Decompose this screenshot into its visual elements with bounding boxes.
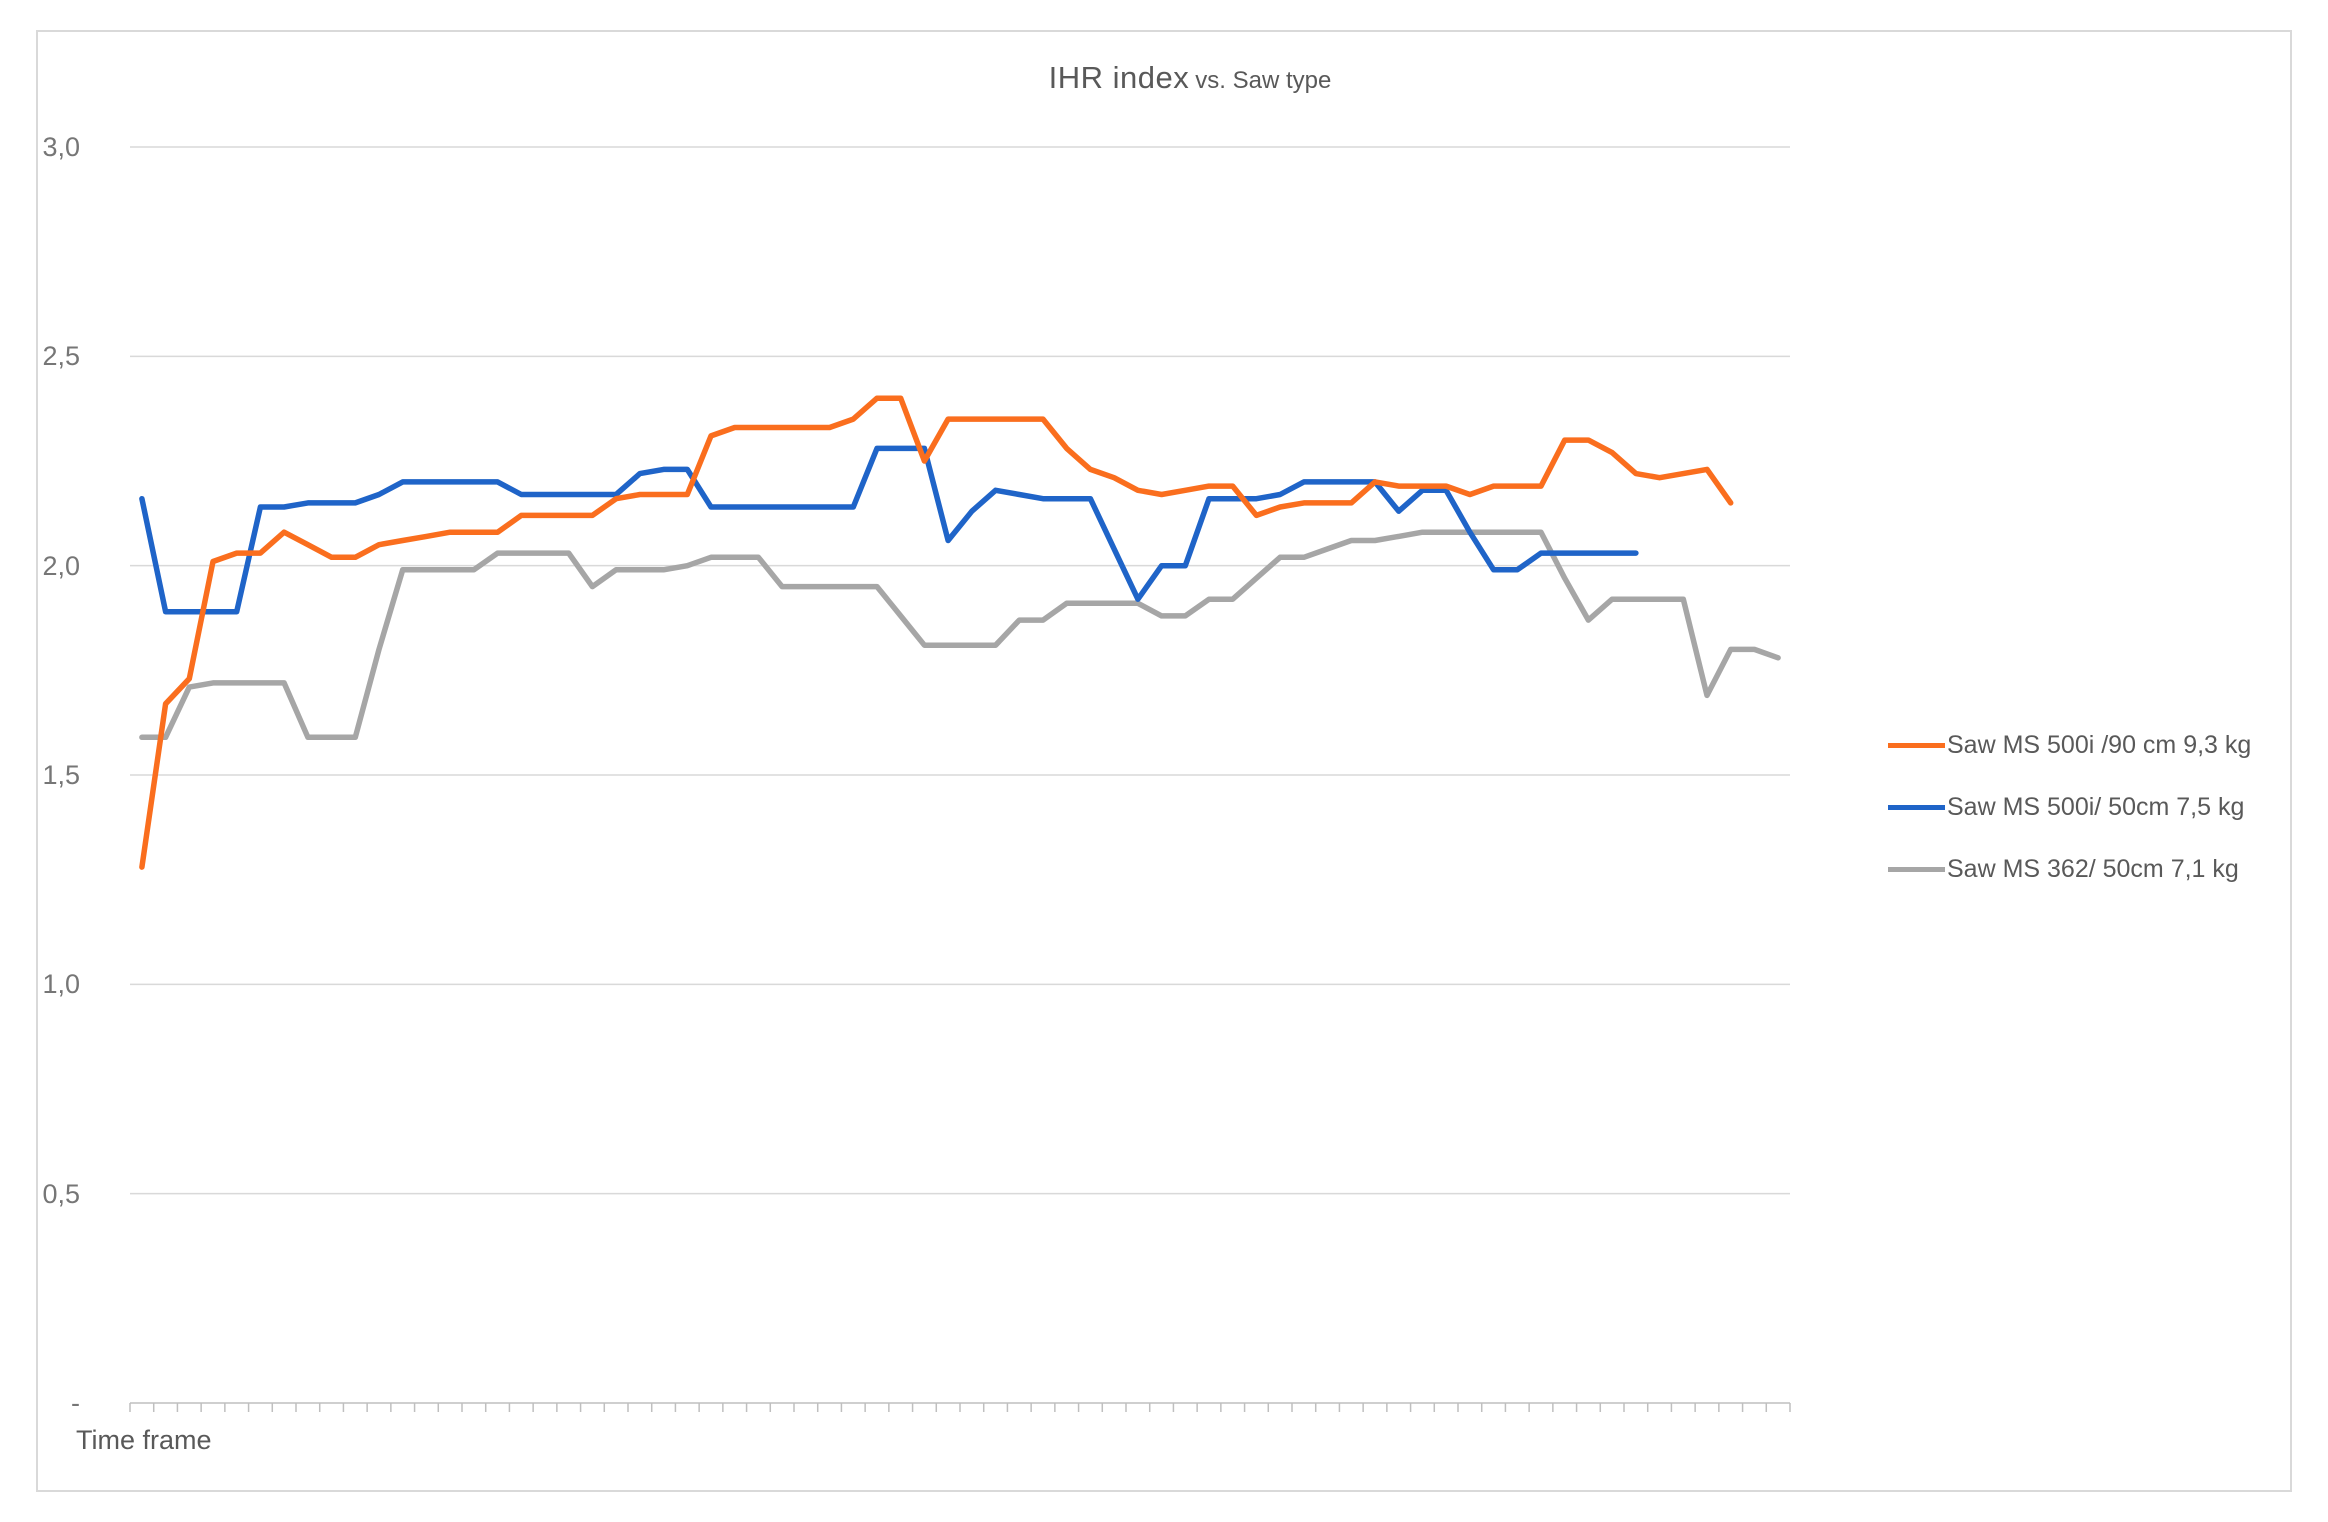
chart-title-sub: vs. Saw type	[1195, 67, 1332, 94]
chart-title-main: IHR index	[1048, 60, 1190, 95]
y-axis-tick-label: 1,0	[42, 969, 80, 1000]
legend-item: Saw MS 500i/ 50cm 7,5 kg	[1888, 789, 2251, 825]
legend-item: Saw MS 362/ 50cm 7,1 kg	[1888, 851, 2251, 887]
legend-label: Saw MS 500i/ 50cm 7,5 kg	[1947, 792, 2245, 821]
y-axis-tick-label: 2,5	[42, 341, 80, 372]
y-axis-tick-label: 0,5	[42, 1178, 80, 1209]
y-axis-tick-label: 1,5	[42, 759, 80, 790]
chart-frame	[36, 30, 2292, 1492]
legend-line-swatch-gray	[1888, 866, 1945, 872]
series-line-orange	[139, 395, 1734, 870]
series-line-blue	[139, 445, 1639, 615]
series-line-gray	[139, 529, 1781, 741]
legend-label: Saw MS 362/ 50cm 7,1 kg	[1947, 854, 2239, 883]
y-axis-tick-label: 3,0	[42, 131, 80, 162]
x-axis-title: Time frame	[76, 1425, 212, 1455]
legend-line-swatch-orange	[1888, 742, 1945, 748]
chart-title: IHR index vs. Saw type	[790, 60, 1590, 96]
legend-label: Saw MS 500i /90 cm 9,3 kg	[1947, 730, 2252, 759]
y-axis-tick-label: -	[71, 1388, 80, 1418]
legend-line-swatch-blue	[1888, 804, 1945, 810]
legend: Saw MS 500i /90 cm 9,3 kg Saw MS 500i/ 5…	[1888, 727, 2251, 913]
y-axis-tick-label: 2,0	[42, 550, 80, 581]
legend-item: Saw MS 500i /90 cm 9,3 kg	[1888, 727, 2251, 763]
